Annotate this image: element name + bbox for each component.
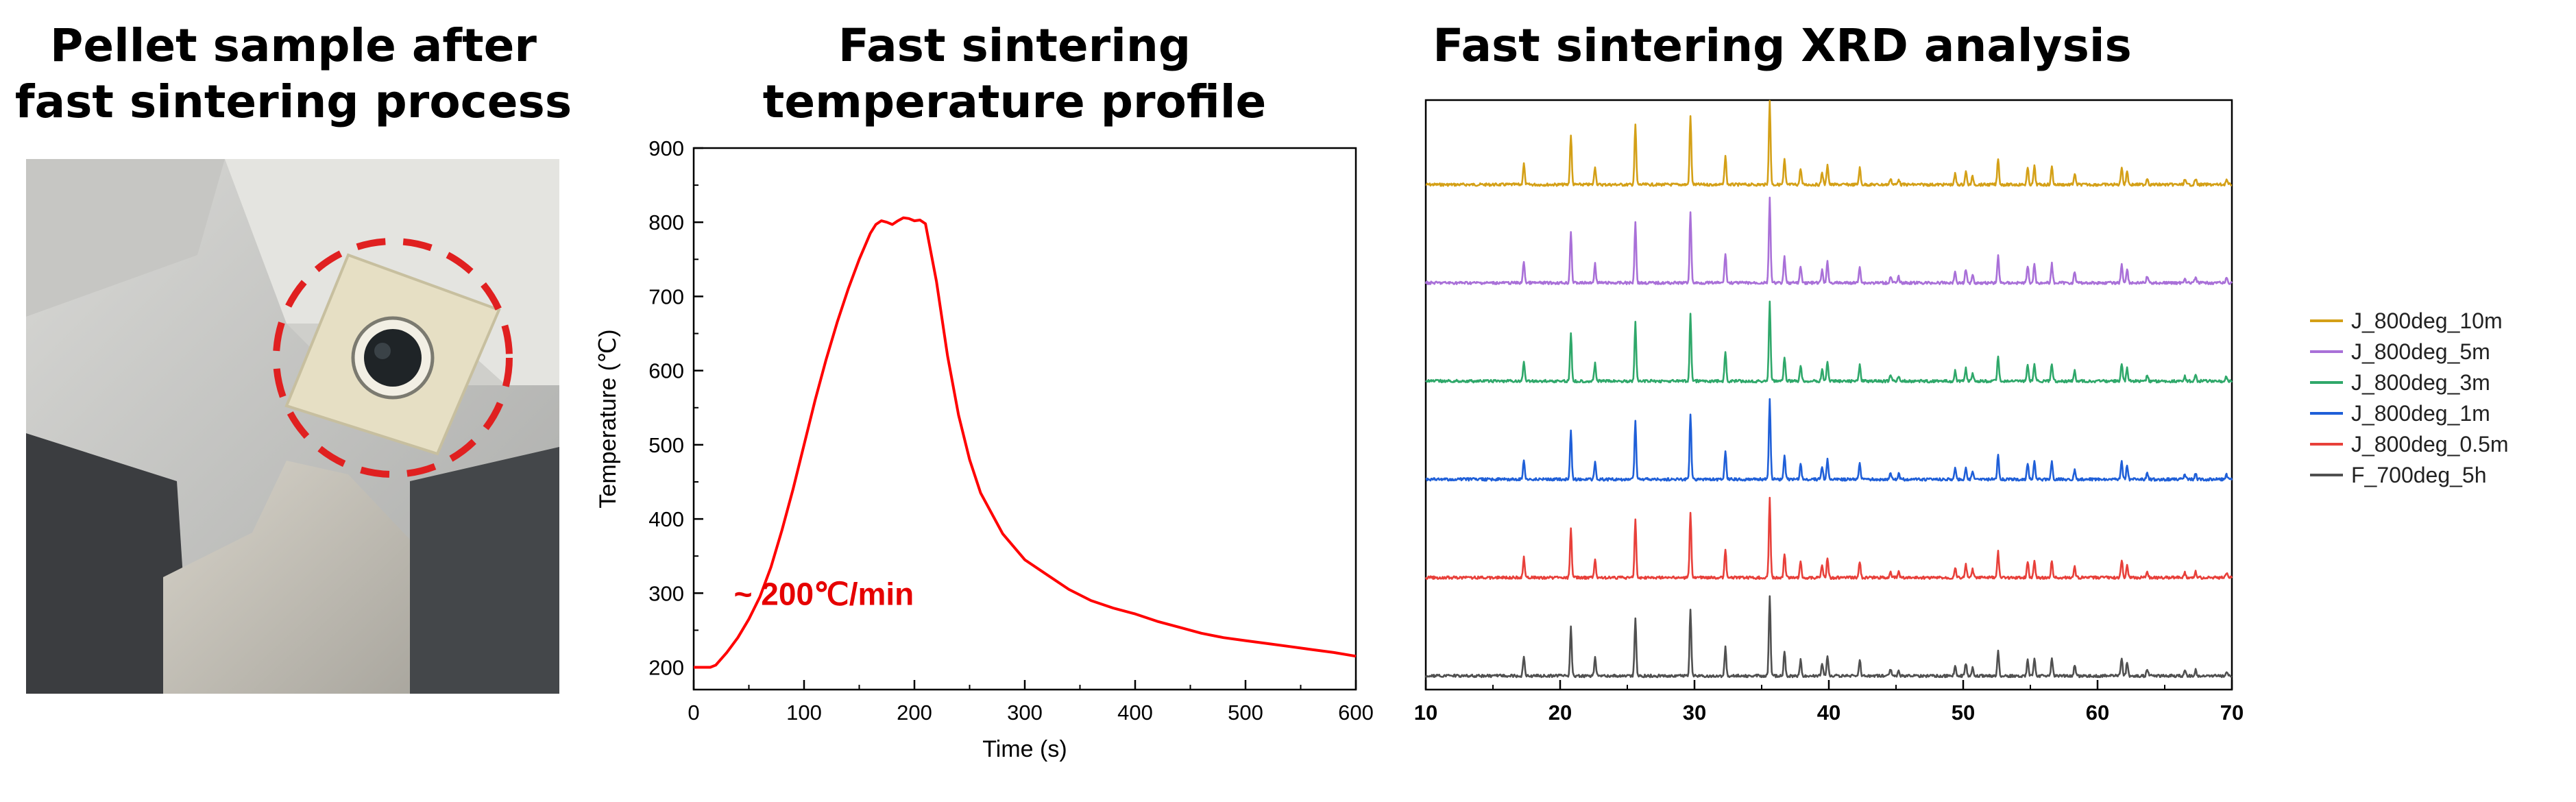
xrd-chart: 10 20 30 40 50 60 70 J_800deg_10m J_800deg_5m J_8… xyxy=(1414,99,2509,725)
xrd-x-tick-label: 10 xyxy=(1414,701,1437,725)
pellet-sample xyxy=(364,329,422,387)
y-tick-label: 200 xyxy=(648,656,684,680)
xrd-x-tick-label: 20 xyxy=(1548,701,1572,725)
y-tick-label: 600 xyxy=(648,359,684,383)
y-tick-label: 700 xyxy=(648,284,684,308)
x-tick-label: 100 xyxy=(786,701,822,725)
temperature-profile-chart: 0 100 200 300 400 500 600 200 300 400 500 600 700 800… xyxy=(595,136,1374,762)
dark-chamber-right xyxy=(410,447,559,694)
x-tick-label: 600 xyxy=(1338,701,1374,725)
legend-label: J_800deg_10m xyxy=(2351,308,2503,333)
dark-chamber-left xyxy=(26,433,191,694)
xrd-x-tick-label: 50 xyxy=(1952,701,1975,725)
y-tick-label: 400 xyxy=(648,507,684,531)
xrd-x-tick-label: 30 xyxy=(1683,701,1706,725)
photo-title-line2: fast sintering process xyxy=(14,75,572,128)
temperature-title-line2: temperature profile xyxy=(762,75,1267,128)
temperature-title-line1: Fast sintering xyxy=(838,19,1191,72)
x-tick-label: 300 xyxy=(1007,701,1043,725)
y-tick-label: 900 xyxy=(648,136,684,160)
legend-label: J_800deg_0.5m xyxy=(2351,432,2509,457)
legend-label: F_700deg_5h xyxy=(2351,463,2487,487)
pellet-highlight xyxy=(374,343,391,359)
xrd-series-line xyxy=(1424,300,2233,384)
xrd-x-tick-label: 70 xyxy=(2220,701,2244,725)
y-tick-label: 800 xyxy=(648,210,684,234)
highlight-dashed-circle xyxy=(273,238,513,478)
left-shelf xyxy=(26,159,225,317)
xrd-x-tick-label: 60 xyxy=(2086,701,2109,725)
x-tick-label: 500 xyxy=(1228,701,1263,725)
xrd-series-line xyxy=(1425,99,2233,187)
xrd-series-line xyxy=(1425,398,2233,482)
x-axis-label: Time (s) xyxy=(982,736,1067,762)
x-tick-label: 400 xyxy=(1117,701,1153,725)
x-tick-label: 200 xyxy=(897,701,932,725)
metal-holder-plate xyxy=(163,461,410,694)
legend-label: J_800deg_1m xyxy=(2351,401,2490,426)
xrd-x-tick-label: 40 xyxy=(1817,701,1840,725)
y-axis-label: Temperature (℃) xyxy=(595,329,621,508)
photo-panel-title: Pellet sample after fast sintering proce… xyxy=(0,18,587,130)
y-tick-label: 500 xyxy=(648,433,684,457)
temperature-panel-title: Fast sintering temperature profile xyxy=(685,18,1344,130)
legend-label: J_800deg_5m xyxy=(2351,339,2490,364)
temperature-line xyxy=(694,216,1357,669)
legend-label: J_800deg_3m xyxy=(2351,370,2490,395)
xrd-series-line xyxy=(1424,196,2233,285)
photo-title-line1: Pellet sample after xyxy=(50,19,537,72)
xrd-panel-title: Fast sintering XRD analysis xyxy=(1412,18,2152,74)
pellet-photo xyxy=(26,159,559,694)
xrd-series-line xyxy=(1424,496,2233,580)
x-tick-label: 0 xyxy=(688,701,699,725)
y-tick-label: 300 xyxy=(648,581,684,605)
xrd-series-line xyxy=(1424,595,2233,679)
rate-annotation: ~ 200℃/min xyxy=(734,576,914,611)
xrd-plot-frame xyxy=(1424,99,2233,691)
xrd-title: Fast sintering XRD analysis xyxy=(1433,19,2132,72)
